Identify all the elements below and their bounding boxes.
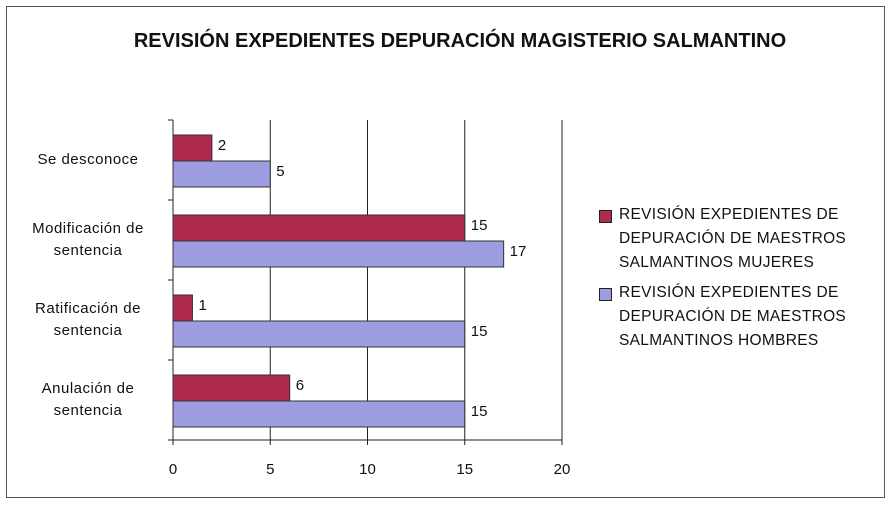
x-tick-label: 15 [456, 461, 473, 478]
chart-title: REVISIÓN EXPEDIENTES DEPURACIÓN MAGISTER… [133, 30, 787, 52]
y-tick-label: Anulación de sentencia [41, 380, 135, 419]
y-tick-label: Modificación de sentencia [32, 220, 144, 259]
data-label: 5 [276, 163, 284, 180]
legend-label: REVISIÓN EXPEDIENTES DE DEPURACIÓN DE MA… [619, 284, 847, 349]
x-tick-label: 0 [169, 461, 177, 478]
data-label: 6 [296, 377, 304, 394]
legend-label: REVISIÓN EXPEDIENTES DE DEPURACIÓN DE MA… [619, 206, 847, 271]
chart-frame [6, 6, 885, 498]
data-label: 15 [471, 403, 488, 420]
data-label: 15 [471, 323, 488, 340]
bar [172, 160, 271, 188]
x-tick-label: 20 [554, 461, 571, 478]
bar [172, 134, 213, 162]
bar [172, 400, 466, 428]
legend-swatch [599, 210, 612, 223]
bar [172, 320, 466, 348]
bar [172, 374, 291, 402]
data-label: 1 [198, 297, 206, 314]
legend-swatch [599, 288, 612, 301]
data-label: 17 [510, 243, 527, 260]
x-tick-label: 10 [359, 461, 376, 478]
bar [172, 294, 193, 322]
y-tick-label: Ratificación de sentencia [35, 300, 141, 339]
bar [172, 214, 466, 242]
data-label: 2 [218, 137, 226, 154]
legend-item: REVISIÓN EXPEDIENTES DE DEPURACIÓN DE MA… [593, 203, 885, 275]
x-tick-label: 5 [266, 461, 274, 478]
bar [172, 240, 505, 268]
data-label: 15 [471, 217, 488, 234]
y-tick-label: Se desconoce [37, 151, 139, 168]
legend: REVISIÓN EXPEDIENTES DE DEPURACIÓN DE MA… [593, 203, 885, 359]
legend-item: REVISIÓN EXPEDIENTES DE DEPURACIÓN DE MA… [593, 281, 885, 353]
